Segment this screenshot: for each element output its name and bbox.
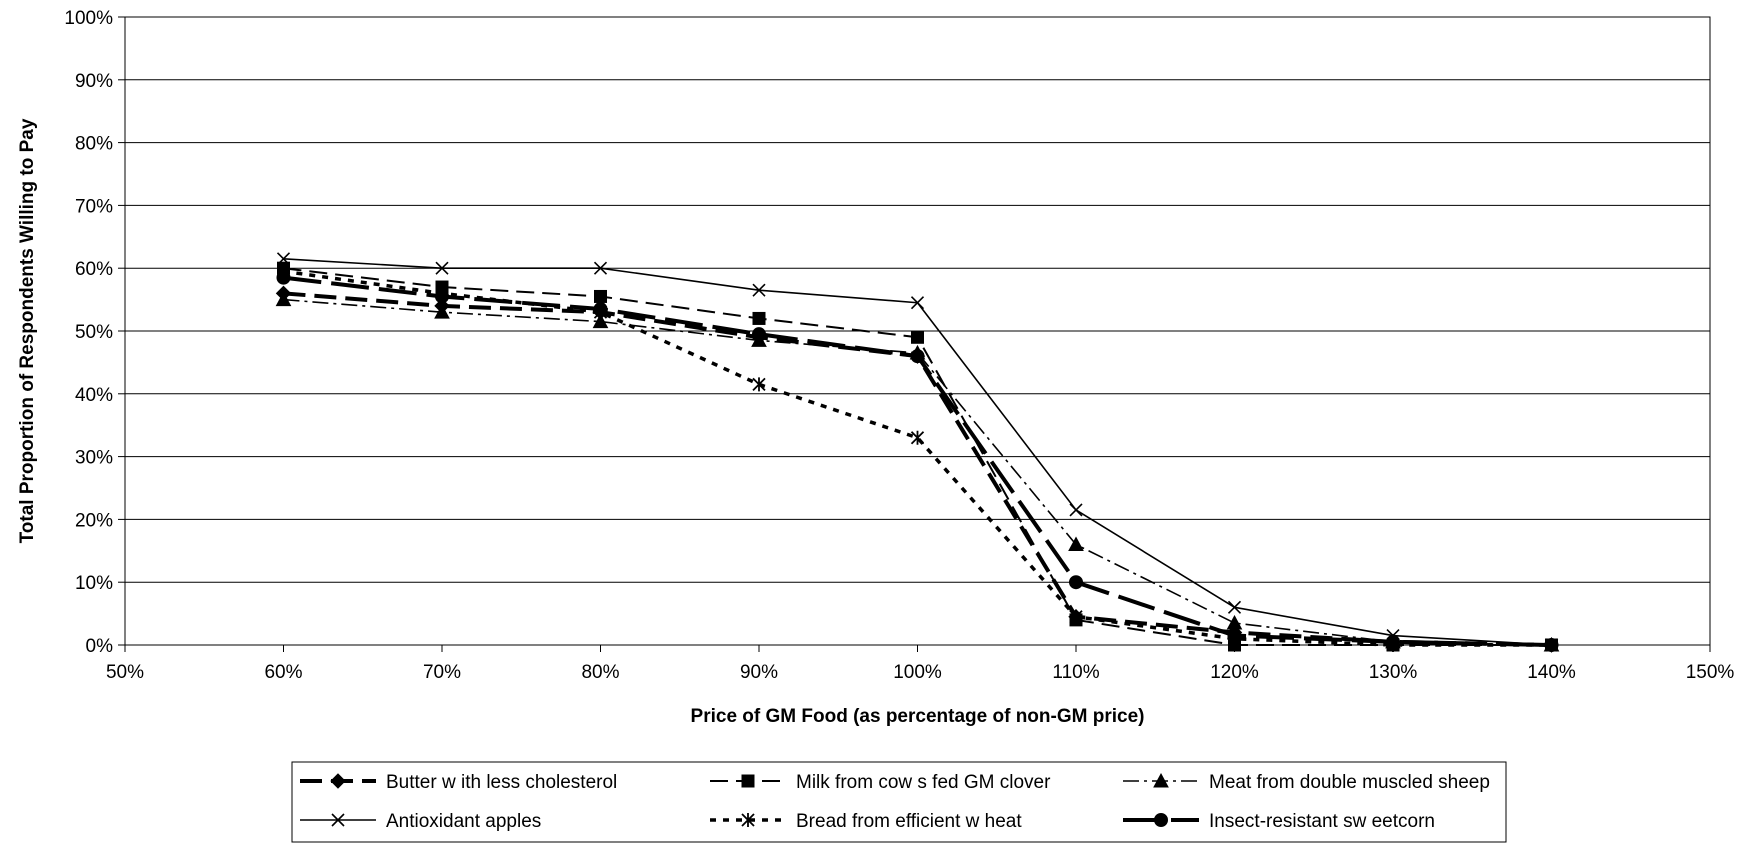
y-tick-label: 50%	[75, 322, 113, 343]
legend-marker-x	[331, 813, 345, 827]
series-layer	[275, 252, 1560, 653]
legend-item: Bread from efficient w heat	[710, 811, 1022, 832]
legend-marker-star	[741, 813, 755, 827]
legend-label: Butter w ith less cholesterol	[386, 772, 617, 793]
legend-label: Antioxidant apples	[386, 811, 541, 832]
x-axis-title: Price of GM Food (as percentage of non-G…	[691, 706, 1145, 727]
data-point-x	[1227, 600, 1242, 614]
y-tick-label: 10%	[75, 573, 113, 594]
y-tick-label: 60%	[75, 259, 113, 280]
data-point-triangle	[1068, 536, 1084, 552]
y-axis-title: Total Proportion of Respondents Willing …	[17, 118, 38, 543]
y-axis: 0% 10% 20% 30% 40% 50% 60% 70% 80% 90% 100%	[64, 8, 125, 657]
legend-marker-diamond	[330, 773, 346, 789]
data-point-square	[752, 311, 766, 325]
x-tick-label: 150%	[1686, 662, 1735, 683]
legend-marker-triangle	[1153, 772, 1169, 788]
y-tick-label: 30%	[75, 448, 113, 469]
series-line	[283, 257, 1552, 646]
data-point-square	[911, 330, 924, 344]
x-tick-label: 110%	[1052, 662, 1099, 683]
y-tick-label: 90%	[75, 71, 113, 92]
data-point-triangle	[1226, 614, 1243, 630]
legend-marker-circle	[1154, 813, 1168, 827]
series-5	[276, 264, 1559, 652]
x-tick-label: 130%	[1369, 662, 1418, 683]
data-point-circle	[593, 302, 608, 317]
legend-label: Milk from cow s fed GM clover	[796, 772, 1051, 793]
x-axis: 50% 60% 70% 80% 90% 100% 110% 120% 130% 140% 150%	[106, 645, 1734, 683]
legend-item: Milk from cow s fed GM clover	[710, 772, 1051, 793]
data-point-star	[752, 377, 766, 392]
data-point-circle	[1386, 634, 1400, 649]
data-point-x	[435, 261, 449, 275]
data-point-square	[594, 289, 607, 303]
data-point-circle	[1069, 575, 1083, 590]
y-tick-label: 40%	[75, 385, 113, 406]
x-tick-label: 80%	[581, 662, 619, 683]
legend-box	[291, 761, 1507, 843]
data-point-x	[593, 261, 608, 275]
legend-item: Meat from double muscled sheep	[1123, 772, 1490, 793]
y-tick-label: 70%	[75, 196, 113, 217]
x-tick-label: 90%	[740, 662, 778, 683]
data-point-star	[1069, 609, 1083, 624]
y-tick-label: 80%	[75, 134, 113, 155]
series-line	[283, 298, 1552, 646]
data-point-circle	[276, 270, 291, 285]
y-tick-label: 100%	[64, 8, 113, 29]
series-line	[283, 269, 1552, 647]
data-point-circle	[435, 289, 449, 304]
data-point-star	[910, 430, 925, 445]
x-tick-label: 70%	[423, 662, 461, 683]
x-tick-label: 100%	[893, 662, 942, 683]
x-tick-label: 60%	[264, 662, 302, 683]
x-tick-label: 50%	[106, 662, 144, 683]
legend-label: Insect-resistant sw eetcorn	[1209, 811, 1435, 832]
legend-item: Insect-resistant sw eetcorn	[1123, 811, 1435, 832]
legend-label: Meat from double muscled sheep	[1209, 772, 1490, 793]
data-point-x	[752, 283, 766, 297]
data-point-x	[910, 296, 925, 310]
legend-item: Butter w ith less cholesterol	[300, 772, 617, 793]
legend-item: Antioxidant apples	[300, 811, 541, 832]
data-point-circle	[752, 327, 766, 342]
x-tick-label: 140%	[1527, 662, 1576, 683]
data-point-x	[1069, 503, 1083, 517]
legend-marker-square	[741, 774, 755, 788]
data-point-x	[276, 252, 291, 266]
y-tick-label: 0%	[86, 636, 114, 657]
series-4	[276, 252, 1559, 652]
legend-label: Bread from efficient w heat	[796, 811, 1022, 832]
data-point-triangle	[434, 304, 450, 319]
y-tick-label: 20%	[75, 510, 113, 531]
data-point-circle	[1227, 628, 1242, 643]
series-6	[276, 270, 1559, 652]
series-3	[275, 291, 1560, 652]
data-point-circle	[910, 349, 925, 364]
legend: Butter w ith less cholesterol Milk from c…	[291, 761, 1507, 843]
data-point-triangle	[592, 313, 609, 329]
x-tick-label: 120%	[1210, 662, 1259, 683]
data-point-triangle	[275, 291, 292, 307]
data-point-circle	[1544, 638, 1559, 652]
